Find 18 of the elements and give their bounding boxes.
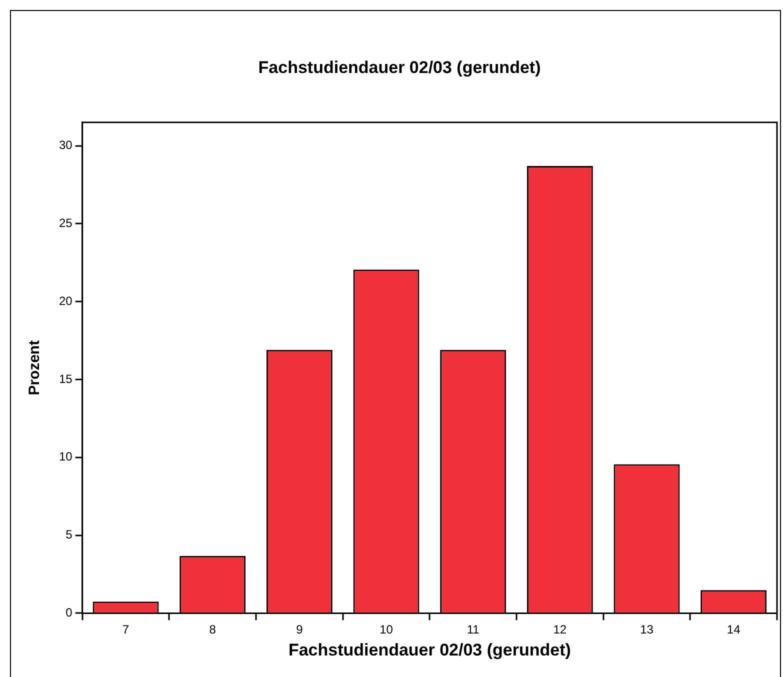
- x-axis-title: Fachstudiendauer 02/03 (gerundet): [288, 640, 571, 660]
- y-tick-label: 20: [58, 294, 73, 308]
- x-tick-label: 13: [640, 622, 654, 637]
- x-tick-label: 11: [466, 622, 480, 637]
- x-tick-label: 9: [296, 622, 304, 637]
- y-tick-label: 30: [58, 138, 73, 152]
- x-tick-label: 8: [209, 622, 216, 637]
- x-tick-label: 12: [553, 622, 567, 637]
- y-tick-label: 25: [58, 216, 73, 230]
- y-tick-label: 15: [58, 372, 73, 386]
- x-tick-label: 14: [726, 622, 741, 637]
- chart-title: Fachstudiendauer 02/03 (gerundet): [258, 58, 541, 77]
- y-tick-label: 5: [66, 528, 73, 542]
- y-axis-title: Prozent: [26, 340, 44, 396]
- y-tick-label: 10: [58, 450, 73, 464]
- y-tick-label: 0: [66, 606, 73, 620]
- x-tick-label: 10: [380, 622, 394, 637]
- x-tick-label: 7: [122, 622, 130, 637]
